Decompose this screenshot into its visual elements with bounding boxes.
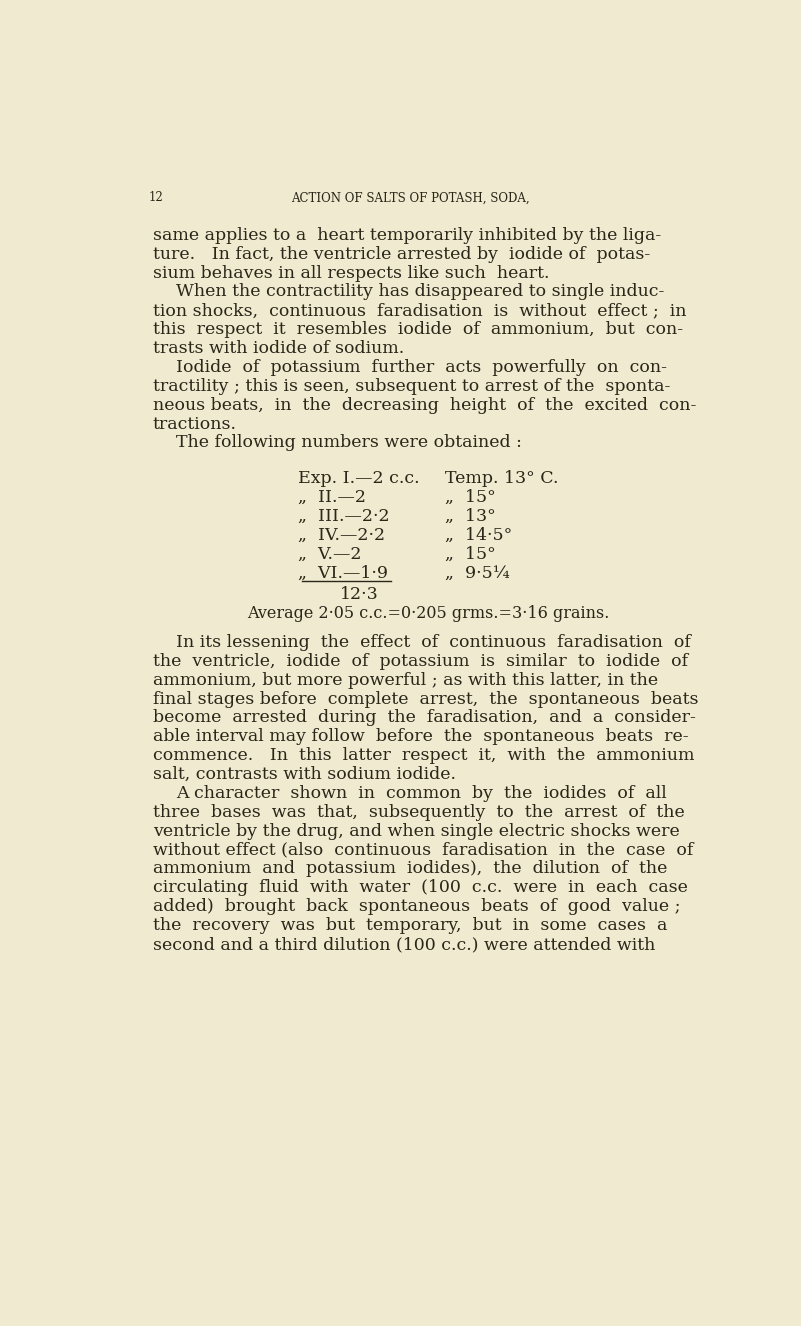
Text: ture.   In fact, the ventricle arrested by  iodide of  potas-: ture. In fact, the ventricle arrested by… [153,245,650,263]
Text: become  arrested  during  the  faradisation,  and  a  consider-: become arrested during the faradisation,… [153,709,696,727]
Text: „  V.—2: „ V.—2 [298,546,361,562]
Text: 12·3: 12·3 [340,586,379,603]
Text: Exp. I.—2 c.c.: Exp. I.—2 c.c. [298,471,420,487]
Text: „  13°: „ 13° [445,508,496,525]
Text: ventricle by the drug, and when single electric shocks were: ventricle by the drug, and when single e… [153,822,679,839]
Text: second and a third dilution (100 c.c.) were attended with: second and a third dilution (100 c.c.) w… [153,936,655,953]
Text: this  respect  it  resembles  iodide  of  ammonium,  but  con-: this respect it resembles iodide of ammo… [153,321,683,338]
Text: commence.   In  this  latter  respect  it,  with  the  ammonium: commence. In this latter respect it, wit… [153,748,694,764]
Text: able interval may follow  before  the  spontaneous  beats  re-: able interval may follow before the spon… [153,728,688,745]
Text: „  III.—2·2: „ III.—2·2 [298,508,389,525]
Text: „  II.—2: „ II.—2 [298,489,366,507]
Text: „  15°: „ 15° [445,546,496,562]
Text: „  VI.—1·9: „ VI.—1·9 [298,565,388,582]
Text: without effect (also  continuous  faradisation  in  the  case  of: without effect (also continuous faradisa… [153,842,693,858]
Text: Temp. 13° C.: Temp. 13° C. [445,471,558,487]
Text: sium behaves in all respects like such  heart.: sium behaves in all respects like such h… [153,265,549,281]
Text: the  recovery  was  but  temporary,  but  in  some  cases  a: the recovery was but temporary, but in s… [153,918,667,934]
Text: 12: 12 [149,191,163,204]
Text: the  ventricle,  iodide  of  potassium  is  similar  to  iodide  of: the ventricle, iodide of potassium is si… [153,652,688,670]
Text: tion shocks,  continuous  faradisation  is  without  effect ;  in: tion shocks, continuous faradisation is … [153,302,686,320]
Text: „  14·5°: „ 14·5° [445,526,513,544]
Text: neous beats,  in  the  decreasing  height  of  the  excited  con-: neous beats, in the decreasing height of… [153,396,696,414]
Text: „  IV.—2·2: „ IV.—2·2 [298,526,384,544]
Text: A character  shown  in  common  by  the  iodides  of  all: A character shown in common by the iodid… [176,785,666,802]
Text: salt, contrasts with sodium iodide.: salt, contrasts with sodium iodide. [153,766,456,784]
Text: ammonium, but more powerful ; as with this latter, in the: ammonium, but more powerful ; as with th… [153,672,658,688]
Text: tractions.: tractions. [153,415,237,432]
Text: same applies to a  heart temporarily inhibited by the liga-: same applies to a heart temporarily inhi… [153,227,661,244]
Text: When the contractility has disappeared to single induc-: When the contractility has disappeared t… [176,284,665,301]
Text: tractility ; this is seen, subsequent to arrest of the  sponta-: tractility ; this is seen, subsequent to… [153,378,670,395]
Text: „  15°: „ 15° [445,489,496,507]
Text: Iodide  of  potassium  further  acts  powerfully  on  con-: Iodide of potassium further acts powerfu… [176,359,667,377]
Text: three  bases  was  that,  subsequently  to  the  arrest  of  the: three bases was that, subsequently to th… [153,804,685,821]
Text: „  9·5¼: „ 9·5¼ [445,565,509,582]
Text: Average 2·05 c.c.=0·205 grms.=3·16 grains.: Average 2·05 c.c.=0·205 grms.=3·16 grain… [248,605,610,622]
Text: trasts with iodide of sodium.: trasts with iodide of sodium. [153,339,404,357]
Text: ACTION OF SALTS OF POTASH, SODA,: ACTION OF SALTS OF POTASH, SODA, [292,191,529,204]
Text: The following numbers were obtained :: The following numbers were obtained : [176,435,522,451]
Text: added)  brought  back  spontaneous  beats  of  good  value ;: added) brought back spontaneous beats of… [153,898,680,915]
Text: circulating  fluid  with  water  (100  c.c.  were  in  each  case: circulating fluid with water (100 c.c. w… [153,879,688,896]
Text: final stages before  complete  arrest,  the  spontaneous  beats: final stages before complete arrest, the… [153,691,698,708]
Text: In its lessening  the  effect  of  continuous  faradisation  of: In its lessening the effect of continuou… [176,634,691,651]
Text: ammonium  and  potassium  iodides),  the  dilution  of  the: ammonium and potassium iodides), the dil… [153,861,667,878]
